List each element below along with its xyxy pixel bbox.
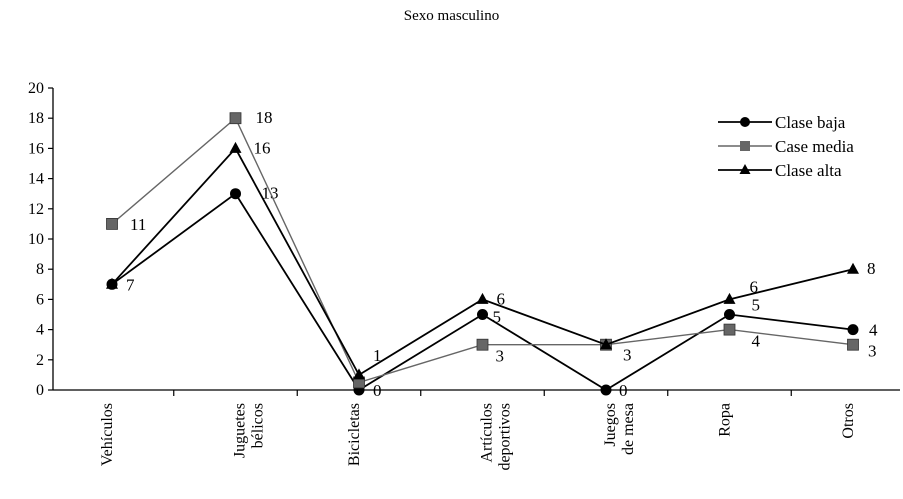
data-label: 3 — [496, 347, 505, 366]
y-tick-label: 16 — [28, 140, 44, 157]
y-tick-label: 14 — [28, 171, 44, 188]
y-tick-label: 8 — [36, 261, 44, 278]
legend: Clase baja Case media Clase alta — [718, 113, 854, 180]
data-point — [230, 188, 241, 200]
data-label: 0 — [619, 381, 628, 400]
y-tick-label: 0 — [36, 382, 44, 399]
x-tick-label: Bicicletas — [346, 403, 363, 466]
data-point — [106, 217, 118, 230]
data-label: 7 — [126, 275, 135, 294]
data-label: 3 — [623, 346, 632, 365]
legend-label: Case media — [775, 137, 854, 156]
y-tick-label: 20 — [28, 80, 44, 97]
x-tick-label: Artículosdeportivos — [479, 403, 514, 471]
x-tick-label-line: Bicicletas — [346, 403, 363, 466]
x-tick-label: Vehículos — [99, 403, 116, 466]
data-point — [723, 323, 736, 336]
legend-label: Clase baja — [775, 113, 846, 132]
x-tick-label-line: de mesa — [620, 403, 637, 455]
y-tick-label: 6 — [36, 291, 44, 308]
y-tick-label: 18 — [28, 110, 44, 127]
data-point — [600, 338, 612, 350]
x-tick-label: Ropa — [717, 403, 734, 437]
data-point — [476, 338, 489, 351]
data-point — [477, 309, 488, 320]
x-tick-label: Otros — [840, 403, 857, 439]
x-tick-label-line: Ropa — [717, 403, 734, 437]
data-label: 8 — [867, 259, 876, 278]
chart-title: Sexo masculino — [403, 8, 500, 24]
x-tick-label-line: bélicos — [250, 403, 267, 448]
data-label: 5 — [493, 308, 502, 327]
series-line — [111, 192, 854, 392]
data-point — [847, 262, 859, 274]
legend-marker — [739, 164, 751, 174]
data-label: 5 — [752, 296, 761, 315]
data-label: 4 — [752, 332, 761, 351]
data-label: 11 — [130, 215, 146, 234]
data-point — [847, 338, 859, 351]
y-tick-label: 10 — [28, 231, 44, 248]
data-label: 3 — [868, 342, 877, 361]
x-tick-label-line: Juguetes — [232, 403, 249, 458]
legend-label: Clase alta — [775, 161, 842, 180]
data-label: 4 — [869, 321, 878, 340]
y-tick-label: 12 — [28, 201, 44, 218]
data-point — [229, 112, 242, 125]
legend-marker — [740, 141, 750, 151]
data-label: 0 — [373, 381, 382, 400]
data-label: 1 — [373, 346, 382, 365]
data-label: 16 — [254, 138, 271, 157]
x-tick-label-line: Otros — [840, 403, 857, 439]
x-tick-label: Juguetesbélicos — [232, 403, 267, 458]
legend-marker — [740, 117, 750, 127]
data-label: 18 — [256, 108, 273, 127]
data-point — [847, 324, 859, 336]
data-label: 6 — [750, 277, 759, 296]
data-label: 6 — [497, 289, 506, 308]
data-point — [106, 277, 118, 289]
x-tick-label: Juegosde mesa — [602, 403, 637, 455]
data-point — [229, 141, 242, 153]
data-point — [724, 309, 735, 320]
data-point — [353, 368, 365, 380]
x-tick-label-line: Vehículos — [99, 403, 116, 466]
data-point — [476, 292, 489, 304]
data-point — [600, 384, 612, 396]
y-tick-label: 2 — [36, 352, 44, 369]
x-tick-label-line: Juegos — [602, 403, 619, 447]
y-tick-label: 4 — [36, 322, 44, 339]
x-tick-label-line: Artículos — [479, 403, 496, 463]
x-tick-label-line: deportivos — [497, 403, 514, 471]
data-point — [723, 292, 736, 304]
